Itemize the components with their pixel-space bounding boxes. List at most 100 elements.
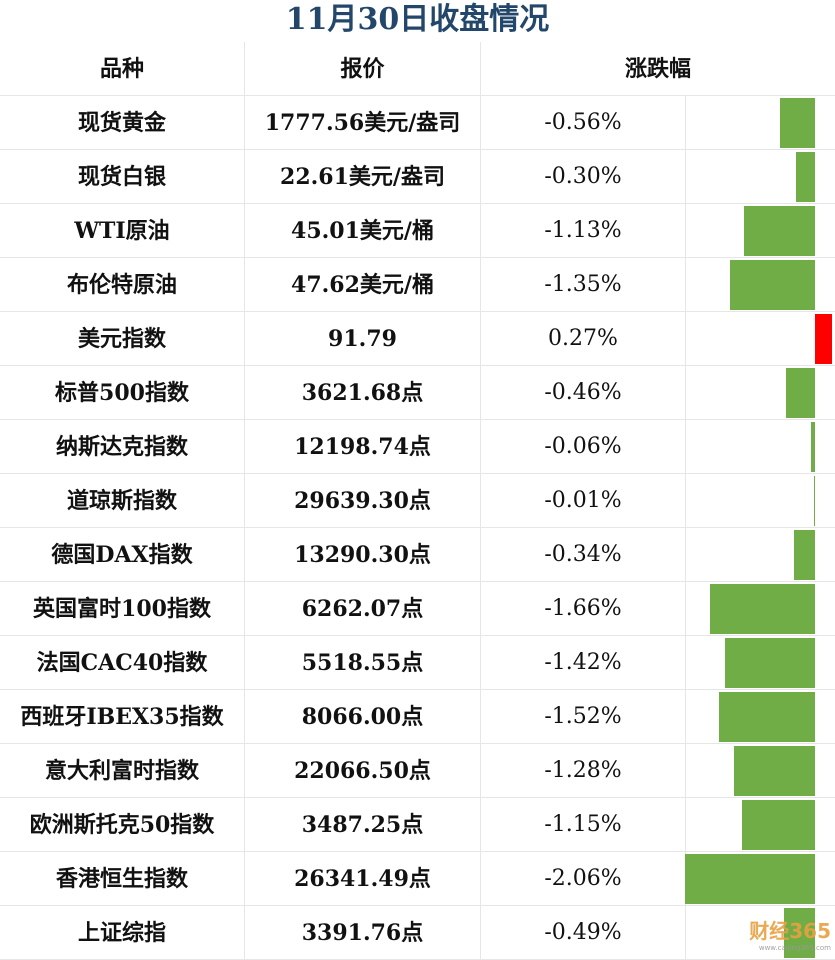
column-divider <box>685 690 686 743</box>
column-divider <box>480 636 481 689</box>
instrument-name: 欧洲斯托克50指数 <box>29 812 215 838</box>
column-divider <box>480 42 481 95</box>
instrument-price: 1777.56美元/盎司 <box>264 110 461 136</box>
column-divider <box>685 204 686 257</box>
change-bar <box>785 368 815 418</box>
instrument-name: 法国CAC40指数 <box>36 650 208 676</box>
page-title: 11月30日收盘情况 <box>285 2 550 37</box>
instrument-name: WTI原油 <box>74 218 170 244</box>
instrument-price: 26341.49点 <box>294 866 431 892</box>
instrument-change: -1.15% <box>544 812 622 837</box>
instrument-name: 英国富时100指数 <box>33 596 211 622</box>
change-bar <box>719 692 815 742</box>
table-row: 美元指数 91.79 0.27% <box>0 312 835 366</box>
column-divider <box>480 690 481 743</box>
table-row: 现货白银 22.61美元/盎司 -0.30% <box>0 150 835 204</box>
instrument-name: 布伦特原油 <box>66 272 177 298</box>
column-divider <box>685 150 686 203</box>
column-divider <box>685 528 686 581</box>
column-divider <box>244 366 245 419</box>
instrument-change: -0.06% <box>544 434 622 459</box>
instrument-change: -0.01% <box>544 488 622 513</box>
column-divider <box>480 150 481 203</box>
instrument-name: 意大利富时指数 <box>44 758 199 784</box>
column-divider <box>685 798 686 851</box>
column-divider <box>685 906 686 959</box>
header-change: 涨跌幅 <box>624 56 691 82</box>
table-row: 西班牙IBEX35指数 8066.00点 -1.52% <box>0 690 835 744</box>
instrument-price: 29639.30点 <box>294 488 431 514</box>
instrument-price: 91.79 <box>328 326 397 352</box>
table-row: 英国富时100指数 6262.07点 -1.66% <box>0 582 835 636</box>
instrument-change: -1.13% <box>544 218 622 243</box>
instrument-name: 西班牙IBEX35指数 <box>20 704 224 730</box>
instrument-name: 德国DAX指数 <box>51 542 193 568</box>
instrument-change: -1.42% <box>544 650 622 675</box>
instrument-change: -0.46% <box>544 380 622 405</box>
instrument-price: 22066.50点 <box>294 758 431 784</box>
column-divider <box>244 96 245 149</box>
change-bar <box>779 98 815 148</box>
column-divider <box>480 744 481 797</box>
instrument-name: 现货黄金 <box>77 110 166 136</box>
change-bar <box>811 422 815 472</box>
instrument-change: -1.35% <box>544 272 622 297</box>
watermark-brand: 财经365 <box>749 919 831 943</box>
column-divider <box>244 204 245 257</box>
column-divider <box>480 582 481 635</box>
table-row: WTI原油 45.01美元/桶 -1.13% <box>0 204 835 258</box>
column-divider <box>480 906 481 959</box>
instrument-change: -0.34% <box>544 542 622 567</box>
instrument-name: 美元指数 <box>77 326 166 352</box>
instrument-name: 上证综指 <box>77 920 166 946</box>
instrument-name: 现货白银 <box>77 164 166 190</box>
column-divider <box>244 798 245 851</box>
table-row: 意大利富时指数 22066.50点 -1.28% <box>0 744 835 798</box>
instrument-change: -1.52% <box>544 704 622 729</box>
instrument-name: 道琼斯指数 <box>66 488 177 514</box>
change-bar <box>725 638 815 688</box>
column-divider <box>685 582 686 635</box>
instrument-price: 3391.76点 <box>301 920 424 946</box>
column-divider <box>685 474 686 527</box>
change-bar <box>729 260 815 310</box>
column-divider <box>480 798 481 851</box>
instrument-price: 22.61美元/盎司 <box>280 164 445 190</box>
column-divider <box>685 744 686 797</box>
table-header: 品种 报价 涨跌幅 <box>0 42 835 96</box>
instrument-price: 47.62美元/桶 <box>291 272 434 298</box>
column-divider <box>480 312 481 365</box>
column-divider <box>685 96 686 149</box>
market-table: 品种 报价 涨跌幅 现货黄金 1777.56美元/盎司 -0.56% 现货白银 22.6… <box>0 42 835 960</box>
column-divider <box>480 258 481 311</box>
table-row: 欧洲斯托克50指数 3487.25点 -1.15% <box>0 798 835 852</box>
instrument-change: -2.06% <box>544 866 622 891</box>
instrument-price: 5518.55点 <box>301 650 424 676</box>
table-row: 标普500指数 3621.68点 -0.46% <box>0 366 835 420</box>
instrument-change: -0.30% <box>544 164 622 189</box>
header-price: 报价 <box>340 56 385 82</box>
column-divider <box>480 852 481 905</box>
column-divider <box>244 852 245 905</box>
table-row: 法国CAC40指数 5518.55点 -1.42% <box>0 636 835 690</box>
instrument-change: -1.66% <box>544 596 622 621</box>
instrument-change: -0.56% <box>544 110 622 135</box>
column-divider <box>244 528 245 581</box>
column-divider <box>244 42 245 95</box>
column-divider <box>480 96 481 149</box>
column-divider <box>685 420 686 473</box>
column-divider <box>244 744 245 797</box>
change-bar <box>784 908 815 958</box>
instrument-name: 纳斯达克指数 <box>55 434 188 460</box>
column-divider <box>685 366 686 419</box>
table-row: 香港恒生指数 26341.49点 -2.06% <box>0 852 835 906</box>
column-divider <box>480 366 481 419</box>
change-bar <box>743 206 815 256</box>
table-row: 上证综指 3391.76点 -0.49% <box>0 906 835 960</box>
column-divider <box>244 312 245 365</box>
header-name: 品种 <box>99 56 144 82</box>
change-bar <box>742 800 815 850</box>
change-bar <box>813 476 815 526</box>
column-divider <box>244 636 245 689</box>
column-divider <box>244 906 245 959</box>
